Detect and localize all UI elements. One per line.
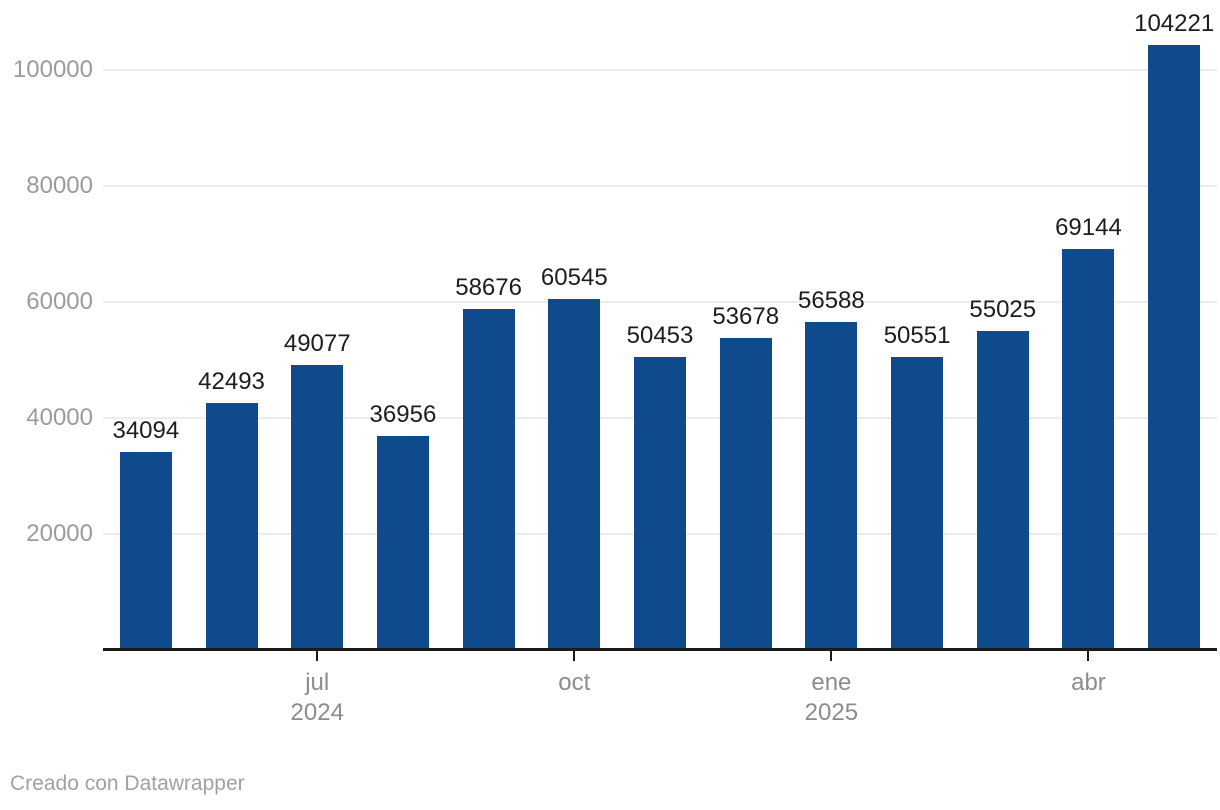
- bar[interactable]: [462, 309, 515, 650]
- bar-value-label: 42493: [198, 368, 265, 395]
- bar[interactable]: [1062, 249, 1115, 650]
- x-axis-tick: [316, 651, 319, 661]
- y-axis-tick-label: 80000: [26, 171, 93, 199]
- gridline: [103, 184, 1217, 187]
- gridline: [103, 68, 1217, 71]
- bar[interactable]: [291, 365, 344, 650]
- bar[interactable]: [976, 331, 1029, 650]
- bar-value-label: 49077: [283, 330, 351, 357]
- bar[interactable]: [634, 357, 686, 650]
- x-axis-month-label: ene: [811, 669, 852, 696]
- bar[interactable]: [719, 338, 772, 650]
- x-axis-month-label: oct: [558, 669, 591, 696]
- datawrapper-credit-link[interactable]: Creado con Datawrapper: [10, 772, 245, 795]
- x-axis-tick: [573, 651, 576, 661]
- x-axis-year-label: 2024: [290, 699, 344, 726]
- bar-value-label: 56588: [798, 287, 865, 314]
- bar[interactable]: [805, 322, 858, 650]
- bar-value-label: 60545: [540, 264, 608, 291]
- bar-value-label: 50453: [626, 322, 694, 349]
- x-axis-line: [103, 648, 1217, 651]
- x-axis-month-label: abr: [1071, 669, 1106, 696]
- y-axis-tick-label: 60000: [26, 287, 93, 315]
- bar-value-label: 34094: [112, 417, 180, 444]
- bar-value-label: 69144: [1055, 214, 1122, 241]
- y-axis-tick-label: 40000: [26, 403, 93, 431]
- y-axis-tick-label: 100000: [12, 55, 93, 83]
- x-axis-tick: [830, 651, 833, 661]
- bar-value-label: 55025: [969, 296, 1037, 323]
- x-axis-year-label: 2025: [804, 699, 859, 726]
- bar[interactable]: [376, 436, 429, 650]
- bar[interactable]: [1148, 45, 1201, 650]
- bar[interactable]: [548, 299, 601, 650]
- bar[interactable]: [119, 452, 172, 650]
- bar-value-label: 104221: [1134, 10, 1215, 37]
- bar[interactable]: [891, 357, 944, 650]
- bar-value-label: 50551: [883, 322, 951, 349]
- plot-area: 34094 42493 49077 36956 58676 60545 50453 53678…: [103, 0, 1217, 650]
- x-axis-month-label: jul: [305, 669, 330, 696]
- y-axis-tick-label: 20000: [26, 519, 93, 547]
- bar[interactable]: [205, 403, 258, 650]
- bar-value-label: 36956: [369, 401, 437, 428]
- x-axis-tick: [1087, 651, 1090, 661]
- bar-value-label: 58676: [455, 274, 522, 301]
- bar-value-label: 53678: [712, 303, 780, 330]
- gridline: [103, 300, 1217, 303]
